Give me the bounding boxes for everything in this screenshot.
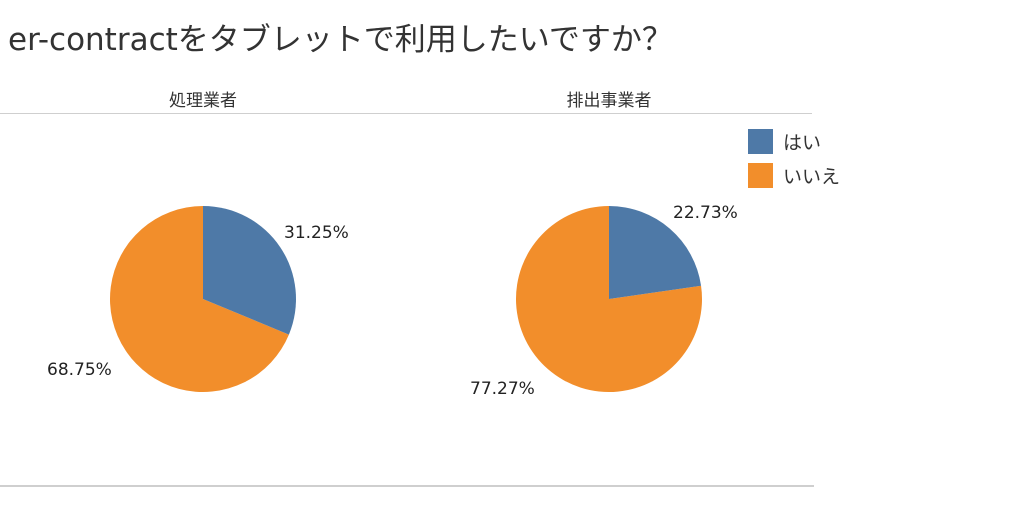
legend-label-no: いいえ (783, 165, 841, 188)
chart-title: er-contractをタブレットで利用したいですか？ (8, 22, 673, 58)
header-divider (0, 113, 812, 114)
pie-slice-yes[interactable] (609, 206, 702, 299)
bottom-divider (0, 485, 814, 487)
pie-label-yes: 31.25% (284, 223, 349, 243)
pie-label-no: 77.27% (470, 379, 535, 399)
pie-slice-no[interactable] (516, 206, 703, 392)
pie-processor: 31.25% 68.75% (47, 206, 349, 392)
pie-slice-no[interactable] (110, 206, 289, 392)
pie-discharger: 22.73% 77.27% (470, 203, 738, 399)
legend-swatch-no (748, 162, 773, 188)
column-header-discharger: 排出事業者 (566, 91, 652, 111)
legend-item-yes[interactable]: はい (748, 124, 840, 158)
legend-swatch-yes (748, 128, 773, 154)
pie-label-yes: 22.73% (673, 203, 738, 223)
pie-slice-yes[interactable] (203, 206, 297, 335)
pie-label-no: 68.75% (47, 360, 112, 380)
legend-item-no[interactable]: いいえ (748, 158, 840, 192)
legend: はい いいえ (748, 124, 840, 192)
legend-label-yes: はい (783, 131, 822, 154)
column-header-processor: 処理業者 (169, 91, 237, 111)
